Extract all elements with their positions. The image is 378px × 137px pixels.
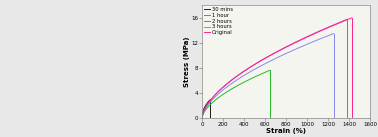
3 hours <box>216 93 220 95</box>
3 hours <box>332 33 336 34</box>
30 mins <box>203 105 208 107</box>
30 mins <box>206 101 210 103</box>
Line: 2 hours: 2 hours <box>202 70 270 118</box>
3 hours <box>252 69 257 70</box>
2 hours <box>249 78 253 79</box>
3 hours <box>283 53 287 55</box>
30 mins <box>201 110 206 112</box>
Original <box>294 41 298 43</box>
Original <box>200 117 204 119</box>
30 mins <box>200 117 204 119</box>
3 hours <box>295 48 299 49</box>
Y-axis label: Stress (MPa): Stress (MPa) <box>184 36 190 87</box>
Line: 30 mins: 30 mins <box>202 100 210 118</box>
1 hour <box>305 36 310 37</box>
2 hours <box>226 90 231 91</box>
Legend: 30 mins, 1 hour, 2 hours, 3 hours, Original: 30 mins, 1 hour, 2 hours, 3 hours, Origi… <box>203 7 233 36</box>
X-axis label: Strain (%): Strain (%) <box>266 128 306 134</box>
Original <box>349 17 354 19</box>
1 hour <box>217 89 222 91</box>
30 mins <box>208 99 212 101</box>
Original <box>308 35 312 37</box>
Line: Original: Original <box>202 18 352 118</box>
Line: 3 hours: 3 hours <box>202 34 334 118</box>
Original <box>259 60 263 61</box>
1 hour <box>257 60 262 62</box>
Original <box>308 35 313 36</box>
2 hours <box>248 78 253 80</box>
30 mins <box>203 106 207 108</box>
1 hour <box>291 42 296 44</box>
Line: 1 hour: 1 hour <box>202 19 347 118</box>
2 hours <box>222 93 226 94</box>
1 hour <box>247 67 252 68</box>
3 hours <box>243 74 247 76</box>
30 mins <box>205 102 209 104</box>
2 hours <box>200 117 204 119</box>
2 hours <box>267 70 272 71</box>
Original <box>249 66 253 68</box>
Original <box>218 89 223 91</box>
2 hours <box>208 104 212 105</box>
1 hour <box>200 117 204 119</box>
1 hour <box>305 36 309 38</box>
1 hour <box>345 18 350 20</box>
30 mins <box>206 101 210 103</box>
3 hours <box>296 47 300 49</box>
3 hours <box>200 117 204 119</box>
2 hours <box>242 81 247 83</box>
